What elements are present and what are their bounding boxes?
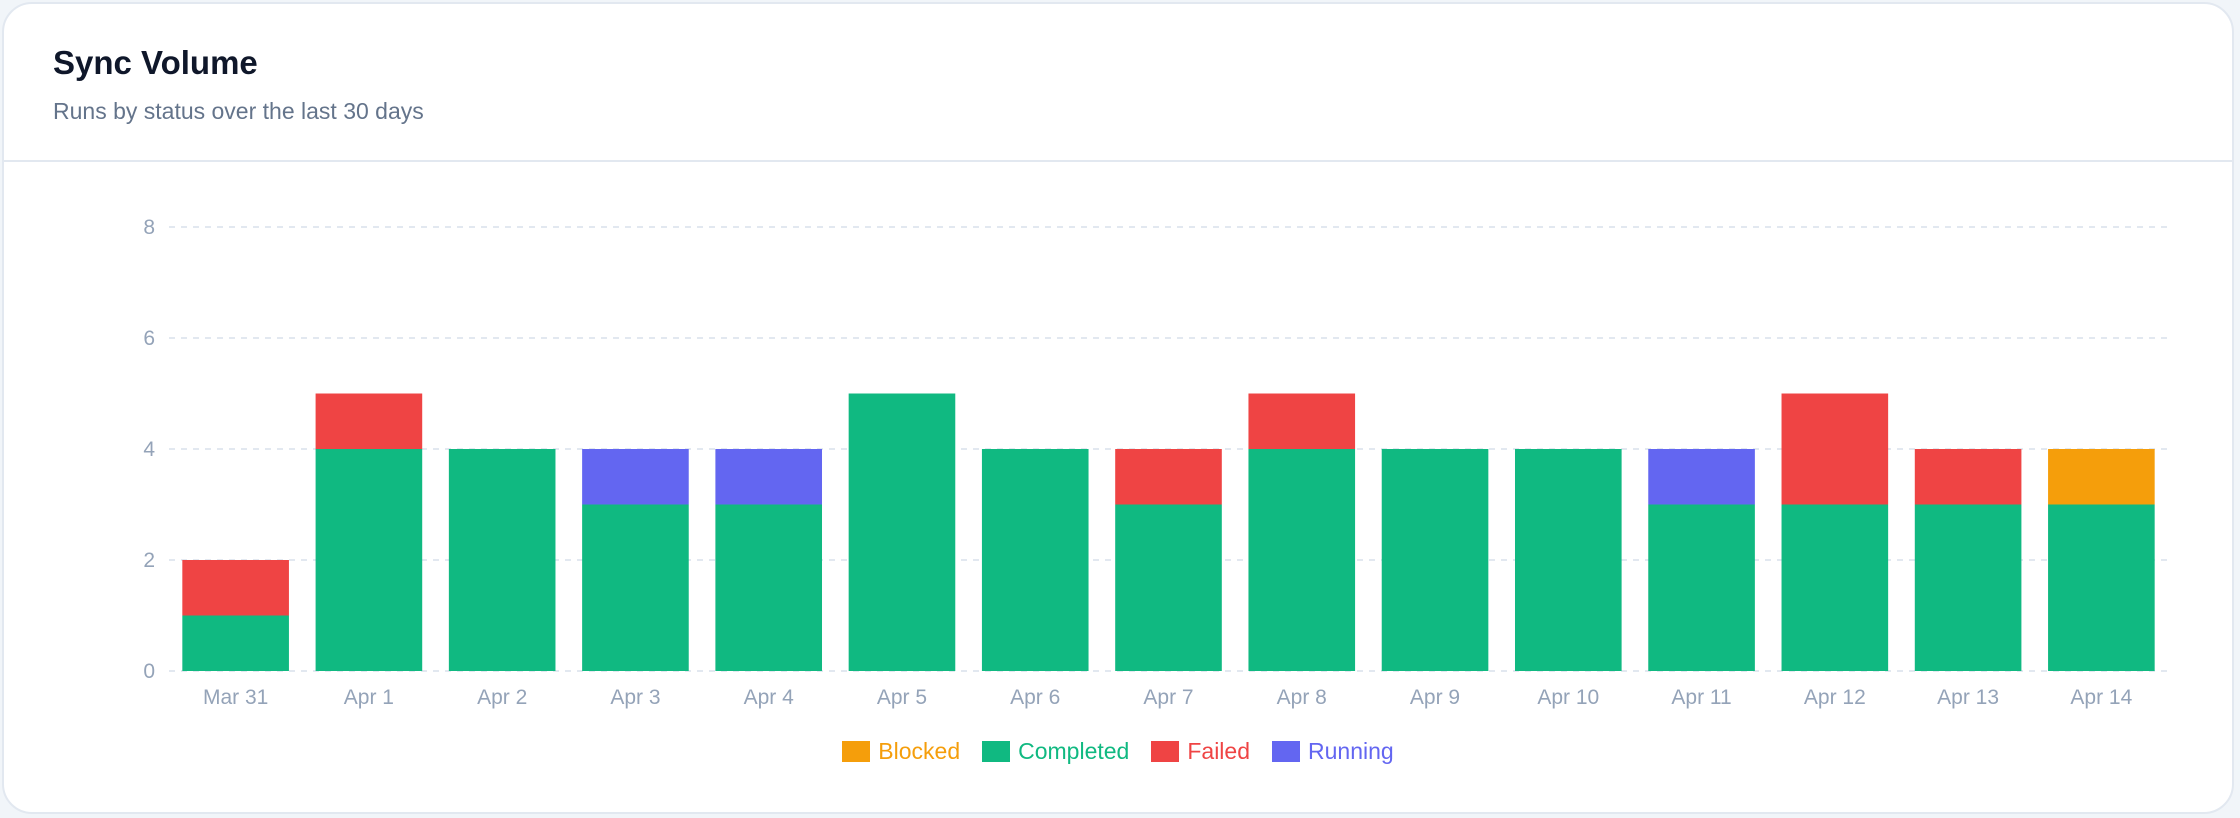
- legend-label: Blocked: [878, 738, 961, 764]
- bar-segment-completed: [582, 504, 689, 671]
- x-tick-label: Apr 8: [1277, 686, 1327, 709]
- bar-segment-running: [582, 449, 689, 505]
- legend-item-completed[interactable]: Completed: [982, 738, 1129, 765]
- x-tick-label: Apr 2: [477, 686, 527, 709]
- bar-segment-failed: [315, 393, 423, 449]
- bar-segment-completed: [182, 615, 289, 671]
- legend-item-running[interactable]: Running: [1272, 738, 1394, 765]
- legend-item-failed[interactable]: Failed: [1151, 738, 1250, 765]
- bar-segment-completed: [1648, 504, 1755, 671]
- legend-swatch: [1151, 741, 1180, 762]
- bar-segment-completed: [1248, 449, 1356, 671]
- legend-swatch: [982, 741, 1011, 762]
- y-tick-label: 0: [143, 660, 155, 683]
- bar-segment-completed: [448, 449, 556, 671]
- bar-segment-completed: [1514, 449, 1622, 671]
- bar-segment-completed: [315, 449, 423, 671]
- bar-segment-completed: [1115, 504, 1222, 671]
- bar-segment-completed: [1914, 504, 2022, 671]
- y-tick-label: 8: [143, 216, 155, 239]
- x-tick-label: Apr 4: [744, 686, 795, 709]
- x-tick-label: Apr 9: [1410, 686, 1460, 709]
- x-tick-label: Apr 13: [1937, 686, 1999, 709]
- y-tick-label: 6: [143, 327, 155, 350]
- bar-segment-completed: [981, 449, 1089, 671]
- bar-segment-running: [1648, 449, 1755, 505]
- y-tick-label: 2: [143, 549, 155, 572]
- card-header: Sync Volume Runs by status over the last…: [4, 4, 2232, 162]
- legend-label: Failed: [1187, 738, 1251, 764]
- x-tick-label: Mar 31: [203, 686, 268, 709]
- legend-swatch: [842, 741, 871, 762]
- bar-segment-completed: [848, 393, 956, 671]
- bar-segment-running: [715, 449, 823, 505]
- chart-legend: Blocked Completed Failed Running: [4, 738, 2232, 765]
- x-tick-label: Apr 11: [1671, 686, 1731, 709]
- bar-segment-failed: [1914, 449, 2022, 505]
- bar-segment-failed: [182, 560, 289, 616]
- x-tick-label: Apr 5: [877, 686, 927, 709]
- legend-item-blocked[interactable]: Blocked: [842, 738, 960, 765]
- x-tick-label: Apr 3: [610, 686, 660, 709]
- legend-label: Running: [1308, 738, 1394, 764]
- y-tick-label: 4: [143, 438, 155, 461]
- bar-segment-failed: [1248, 393, 1356, 449]
- legend-swatch: [1272, 741, 1301, 762]
- bar-segment-blocked: [2048, 449, 2155, 505]
- bar-segment-completed: [1781, 504, 1889, 671]
- x-tick-label: Apr 14: [2070, 686, 2132, 709]
- bar-segment-completed: [715, 504, 823, 671]
- legend-label: Completed: [1018, 738, 1130, 764]
- bar-segment-failed: [1781, 393, 1889, 505]
- stacked-bar-chart: 0 2 4 6 8 Mar 31 Apr 1 Apr 2 Apr 3 Apr 4 Apr 5 Apr …: [143, 216, 2168, 709]
- x-tick-label: Apr 12: [1804, 686, 1866, 709]
- x-tick-label: Apr 7: [1143, 686, 1193, 709]
- bar-segment-completed: [2048, 504, 2155, 671]
- bar-segment-completed: [1381, 449, 1489, 671]
- card-subtitle: Runs by status over the last 30 days: [53, 98, 424, 124]
- x-tick-label: Apr 10: [1537, 686, 1599, 709]
- card-title: Sync Volume: [53, 44, 258, 81]
- x-tick-label: Apr 6: [1010, 686, 1060, 709]
- x-tick-label: Apr 1: [344, 686, 394, 709]
- bar-segment-failed: [1115, 449, 1222, 505]
